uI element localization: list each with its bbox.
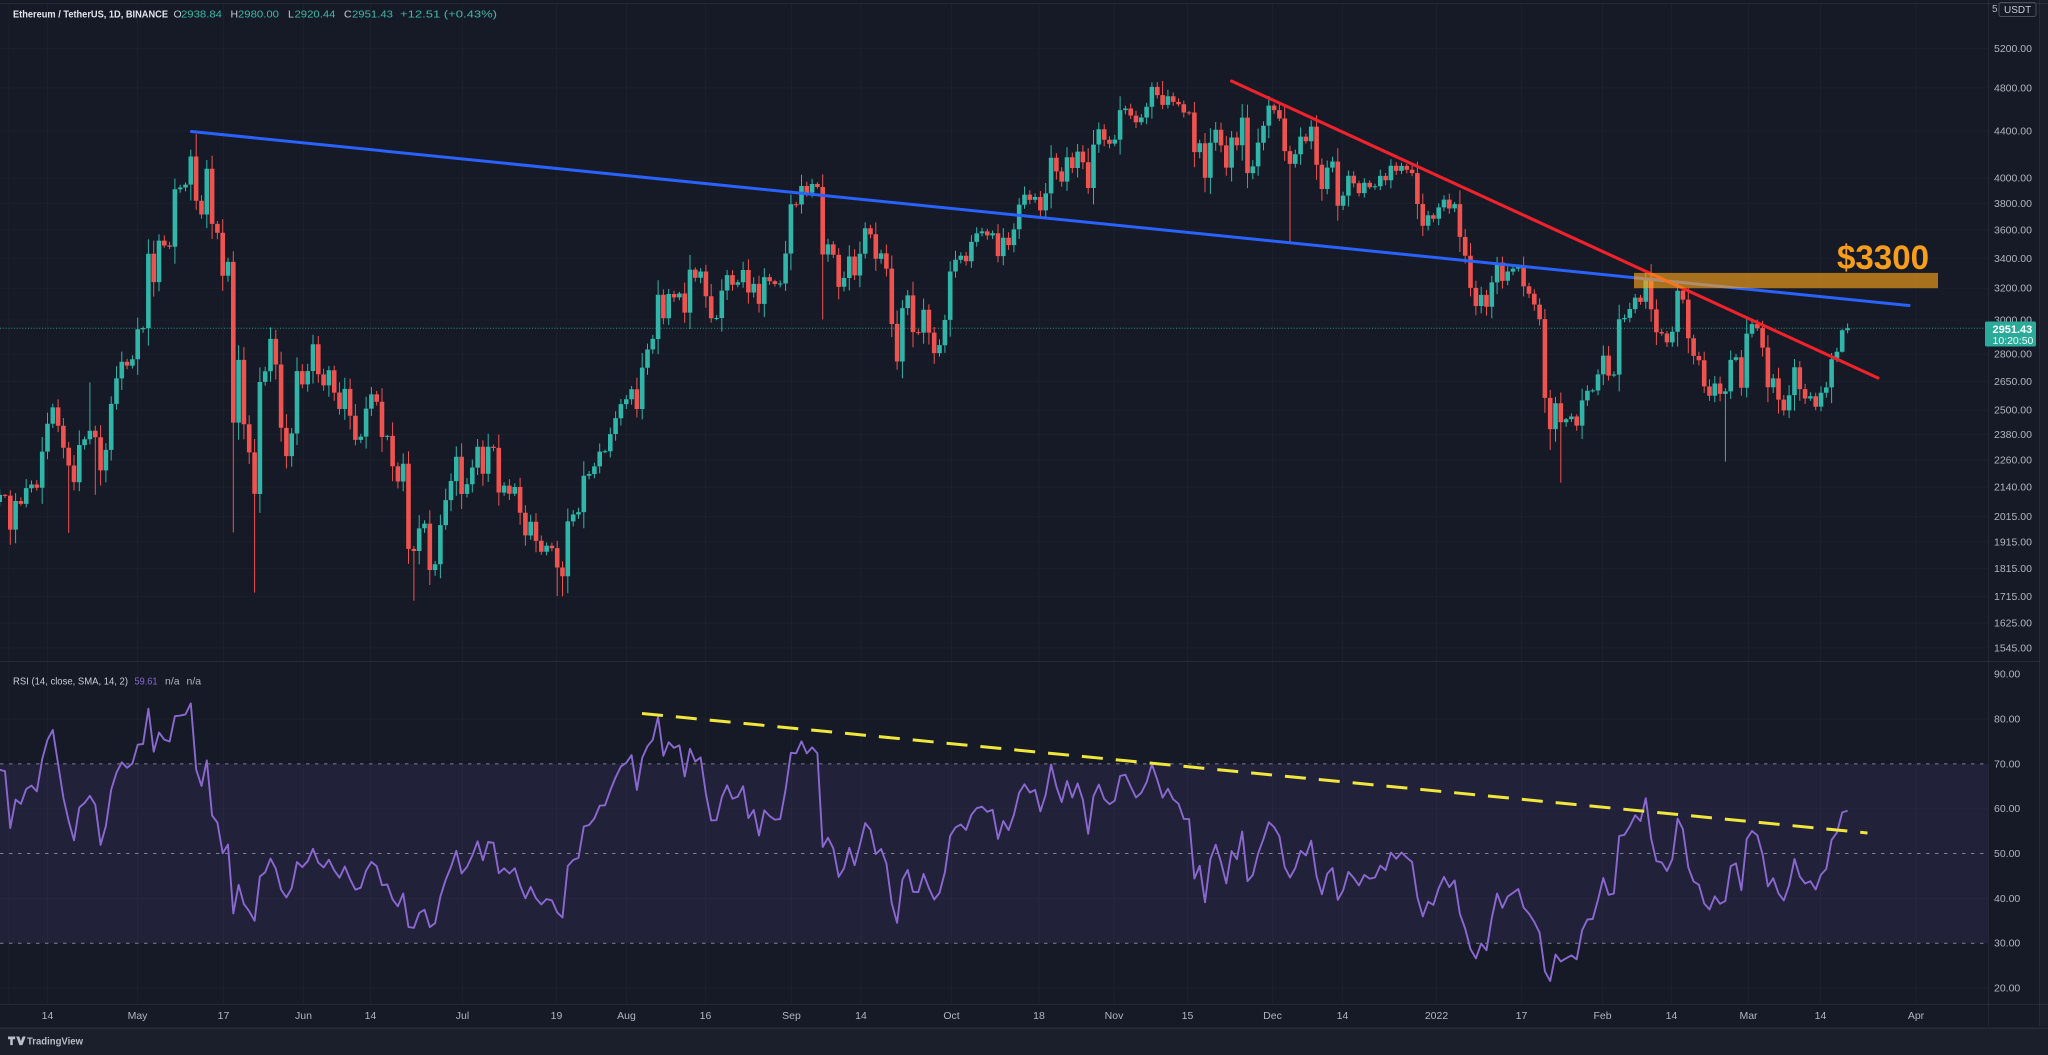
svg-text:1815.00: 1815.00 <box>1994 563 2032 575</box>
svg-text:H: H <box>231 9 239 21</box>
svg-text:2920.44: 2920.44 <box>295 9 336 21</box>
svg-text:30.00: 30.00 <box>1994 938 2020 950</box>
svg-text:4800.00: 4800.00 <box>1994 82 2032 94</box>
svg-text:16: 16 <box>700 1010 712 1022</box>
svg-text:2140.00: 2140.00 <box>1994 482 2032 494</box>
svg-text:USDT: USDT <box>2004 5 2031 16</box>
svg-text:Dec: Dec <box>1263 1010 1282 1022</box>
svg-text:14: 14 <box>855 1010 867 1022</box>
svg-text:40.00: 40.00 <box>1994 893 2020 905</box>
svg-text:May: May <box>128 1010 149 1022</box>
svg-text:4400.00: 4400.00 <box>1994 125 2032 137</box>
svg-text:Sep: Sep <box>782 1010 801 1022</box>
svg-text:14: 14 <box>1337 1010 1349 1022</box>
svg-text:n/a: n/a <box>165 676 180 688</box>
svg-text:2022: 2022 <box>1425 1010 1449 1022</box>
svg-text:14: 14 <box>42 1010 54 1022</box>
svg-text:10:20:50: 10:20:50 <box>1993 335 2034 347</box>
svg-text:2015.00: 2015.00 <box>1994 511 2032 523</box>
svg-text:Jul: Jul <box>456 1010 469 1022</box>
svg-text:Ethereum / TetherUS, 1D, BINAN: Ethereum / TetherUS, 1D, BINANCE <box>13 9 168 21</box>
svg-text:$3300: $3300 <box>1837 239 1929 277</box>
svg-text:TradingView: TradingView <box>27 1036 83 1047</box>
svg-text:2980.00: 2980.00 <box>238 9 279 21</box>
svg-text:2650.00: 2650.00 <box>1994 376 2032 388</box>
svg-text:3600.00: 3600.00 <box>1994 225 2032 237</box>
svg-text:C: C <box>344 9 352 21</box>
svg-text:2260.00: 2260.00 <box>1994 455 2032 467</box>
svg-text:17: 17 <box>218 1010 230 1022</box>
svg-text:2380.00: 2380.00 <box>1994 429 2032 441</box>
svg-text:1915.00: 1915.00 <box>1994 536 2032 548</box>
svg-text:Apr: Apr <box>1908 1010 1925 1022</box>
svg-text:2800.00: 2800.00 <box>1994 349 2032 361</box>
svg-text:19: 19 <box>551 1010 563 1022</box>
svg-text:4000.00: 4000.00 <box>1994 173 2032 185</box>
svg-text:70.00: 70.00 <box>1994 758 2020 770</box>
svg-text:90.00: 90.00 <box>1994 669 2020 681</box>
svg-text:5200.00: 5200.00 <box>1994 43 2032 55</box>
svg-text:80.00: 80.00 <box>1994 714 2020 726</box>
svg-text:14: 14 <box>1666 1010 1678 1022</box>
svg-text:15: 15 <box>1182 1010 1194 1022</box>
svg-text:2951.43: 2951.43 <box>1993 324 2033 336</box>
svg-text:3200.00: 3200.00 <box>1994 283 2032 295</box>
svg-text:+12.51 (+0.43%): +12.51 (+0.43%) <box>400 9 497 21</box>
svg-text:Jun: Jun <box>295 1010 312 1022</box>
svg-text:2500.00: 2500.00 <box>1994 405 2032 417</box>
svg-text:Nov: Nov <box>1105 1010 1124 1022</box>
svg-text:2938.84: 2938.84 <box>181 9 222 21</box>
svg-text:L: L <box>288 9 294 21</box>
svg-text:Aug: Aug <box>617 1010 636 1022</box>
svg-text:18: 18 <box>1033 1010 1045 1022</box>
svg-text:3800.00: 3800.00 <box>1994 198 2032 210</box>
svg-text:60.00: 60.00 <box>1994 803 2020 815</box>
svg-text:O: O <box>174 9 182 21</box>
svg-text:Feb: Feb <box>1593 1010 1611 1022</box>
svg-text:n/a: n/a <box>187 676 202 688</box>
svg-text:14: 14 <box>1815 1010 1827 1022</box>
svg-text:1545.00: 1545.00 <box>1994 642 2032 654</box>
svg-text:20.00: 20.00 <box>1994 983 2020 995</box>
svg-text:50.00: 50.00 <box>1994 848 2020 860</box>
svg-text:3400.00: 3400.00 <box>1994 253 2032 265</box>
svg-text:5: 5 <box>1992 4 1998 15</box>
svg-text:59.61: 59.61 <box>135 676 158 688</box>
svg-text:1715.00: 1715.00 <box>1994 591 2032 603</box>
svg-text:17: 17 <box>1516 1010 1528 1022</box>
svg-text:14: 14 <box>365 1010 377 1022</box>
svg-text:1625.00: 1625.00 <box>1994 618 2032 630</box>
svg-text:Mar: Mar <box>1739 1010 1758 1022</box>
svg-text:Oct: Oct <box>943 1010 959 1022</box>
svg-text:RSI (14, close, SMA, 14, 2): RSI (14, close, SMA, 14, 2) <box>13 676 128 688</box>
svg-text:2951.43: 2951.43 <box>352 9 393 21</box>
